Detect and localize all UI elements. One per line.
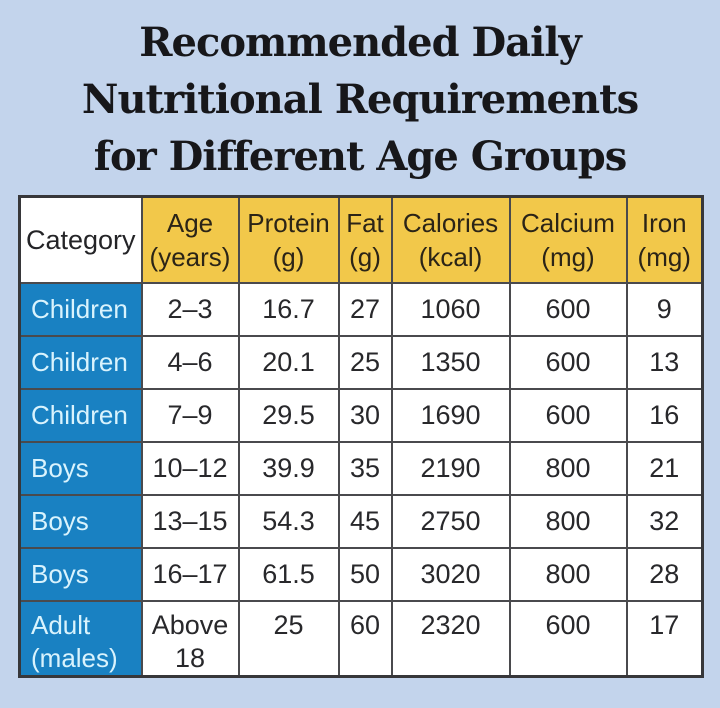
header-cell-protein: Protein (g) [237,195,340,284]
table-row: Boys 16–17 61.5 50 3020 800 28 [18,546,704,602]
protein-cell: 54.3 [237,493,340,549]
iron-cell: 17 [625,599,704,678]
fat-cell: 60 [337,599,393,678]
calories-cell: 3020 [390,546,511,602]
category-cell: Boys [18,440,143,496]
table-row: Adult (males) Above 18 25 60 2320 600 17 [18,599,704,678]
protein-cell: 61.5 [237,546,340,602]
fat-cell: 27 [337,281,393,337]
page-title-line-3: for Different Age Groups [93,133,628,180]
calories-cell: 2190 [390,440,511,496]
age-cell: Above 18 [140,599,240,678]
calories-cell: 1060 [390,281,511,337]
calories-cell: 1350 [390,334,511,390]
header-cell-calcium: Calcium (mg) [508,195,628,284]
calcium-cell: 800 [508,440,628,496]
table-row: Children 4–6 20.1 25 1350 600 13 [18,334,704,390]
age-cell: 13–15 [140,493,240,549]
age-cell: 4–6 [140,334,240,390]
protein-cell: 29.5 [237,387,340,443]
protein-cell: 16.7 [237,281,340,337]
fat-cell: 50 [337,546,393,602]
page-title-line-1: Recommended Daily [139,19,581,66]
calories-cell: 2320 [390,599,511,678]
calcium-cell: 600 [508,599,628,678]
fat-cell: 35 [337,440,393,496]
table-row: Boys 13–15 54.3 45 2750 800 32 [18,493,704,549]
table-row: Boys 10–12 39.9 35 2190 800 21 [18,440,704,496]
protein-cell: 39.9 [237,440,340,496]
fat-cell: 30 [337,387,393,443]
header-cell-age: Age (years) [140,195,240,284]
calories-cell: 1690 [390,387,511,443]
header-cell-category: Category [18,195,143,284]
fat-cell: 45 [337,493,393,549]
category-cell: Boys [18,493,143,549]
iron-cell: 9 [625,281,704,337]
category-cell: Adult (males) [18,599,143,678]
iron-cell: 32 [625,493,704,549]
age-cell: 16–17 [140,546,240,602]
nutrition-table: Category Age (years) Protein (g) Fat (g)… [18,195,704,678]
calcium-cell: 600 [508,281,628,337]
protein-cell: 25 [237,599,340,678]
page-title-line-2: Nutritional Requirements [81,76,639,123]
category-cell: Children [18,334,143,390]
iron-cell: 28 [625,546,704,602]
category-cell: Boys [18,546,143,602]
iron-cell: 16 [625,387,704,443]
header-cell-iron: Iron (mg) [625,195,704,284]
category-cell: Children [18,387,143,443]
iron-cell: 13 [625,334,704,390]
age-cell: 7–9 [140,387,240,443]
category-cell: Children [18,281,143,337]
page-title: Recommended Daily Nutritional Requiremen… [0,14,720,185]
age-cell: 10–12 [140,440,240,496]
header-cell-fat: Fat (g) [337,195,393,284]
calcium-cell: 600 [508,334,628,390]
iron-cell: 21 [625,440,704,496]
calcium-cell: 600 [508,387,628,443]
header-row: Category Age (years) Protein (g) Fat (g)… [18,195,704,284]
header-cell-calories: Calories (kcal) [390,195,511,284]
fat-cell: 25 [337,334,393,390]
calories-cell: 2750 [390,493,511,549]
calcium-cell: 800 [508,546,628,602]
table-row: Children 7–9 29.5 30 1690 600 16 [18,387,704,443]
protein-cell: 20.1 [237,334,340,390]
table-row: Children 2–3 16.7 27 1060 600 9 [18,281,704,337]
calcium-cell: 800 [508,493,628,549]
age-cell: 2–3 [140,281,240,337]
